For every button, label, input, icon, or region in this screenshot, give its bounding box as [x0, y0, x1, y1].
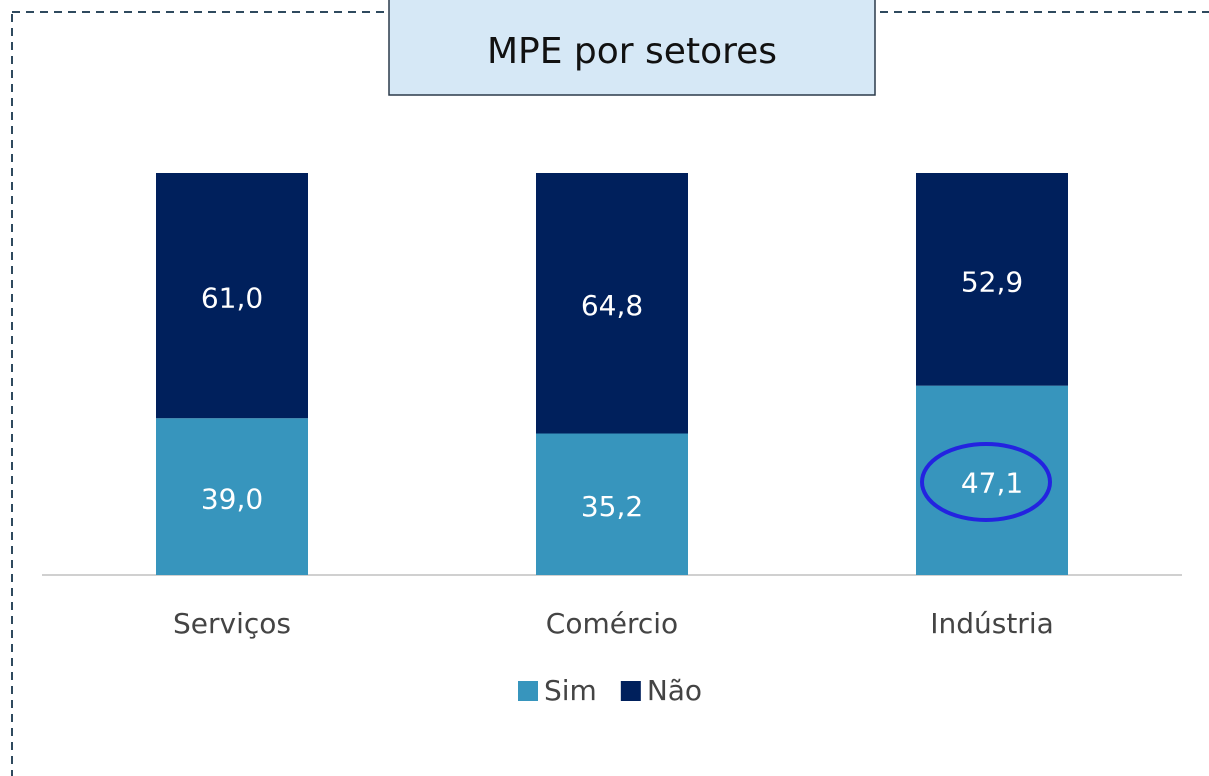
bar-segment: [536, 173, 688, 434]
x-tick-label: Comércio: [546, 607, 678, 640]
x-tick-label: Indústria: [930, 607, 1054, 640]
legend-label: Não: [647, 674, 702, 707]
data-label: 35,2: [581, 490, 643, 523]
legend-label: Sim: [544, 674, 597, 707]
chart-title: MPE por setores: [487, 31, 777, 72]
title-box: [388, 0, 876, 96]
bar-segment: [536, 433, 688, 575]
data-label: 61,0: [201, 282, 263, 315]
bar-segment: [156, 173, 308, 419]
legend-swatch: [620, 681, 641, 701]
highlight-circle: [920, 442, 1052, 522]
data-label: 64,8: [581, 289, 643, 322]
data-label: 52,9: [961, 265, 1023, 298]
data-label: 47,1: [961, 466, 1023, 499]
bar-segment: [916, 173, 1068, 386]
bar-segment: [916, 385, 1068, 575]
legend-swatch: [518, 681, 538, 701]
x-tick-label: Serviços: [173, 607, 291, 640]
data-label: 39,0: [201, 483, 263, 516]
bar-segment: [156, 418, 308, 575]
